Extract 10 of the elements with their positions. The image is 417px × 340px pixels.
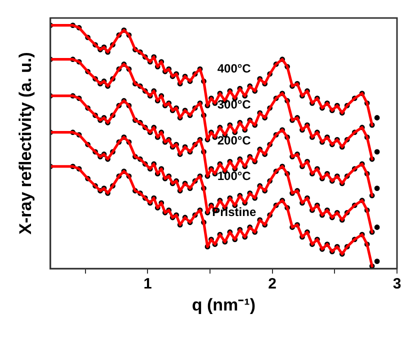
- x-axis-title: q (nm⁻¹): [192, 295, 256, 314]
- x-tick-label: 1: [143, 276, 152, 293]
- annotation: 200°C: [217, 133, 252, 148]
- annotation: 400°C: [217, 62, 252, 76]
- annotation: 100°C: [217, 169, 252, 184]
- x-tick-label: 3: [392, 276, 402, 293]
- annotation: 300°C: [217, 98, 252, 112]
- y-axis-title: X-ray reflectivity (a. u.): [16, 52, 35, 234]
- annotation: Pristine: [212, 205, 256, 220]
- x-tick-label: 2: [268, 276, 276, 293]
